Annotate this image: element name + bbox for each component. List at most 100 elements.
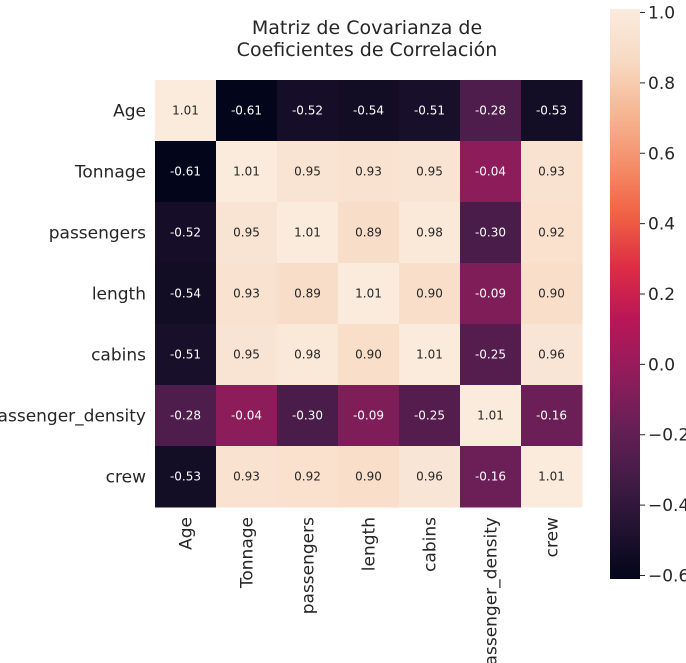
row-label: passengers [49,224,146,244]
heatmap-cell [155,446,217,508]
heatmap-cell [521,324,583,386]
heatmap-cell [277,446,339,508]
heatmap-cell [521,202,583,264]
cell-value-label: -0.52 [170,226,201,240]
colorbar: 1.0 0.8 0.6 0.4 0.2 0.0 −0.2 −0.4 −0.6 [610,4,686,586]
cell-value-label: 1.01 [355,287,382,301]
cell-value-label: 0.95 [294,165,321,179]
row-labels: Age Tonnage passengers length cabins passenge… [0,102,146,488]
heatmap-cell [399,80,461,142]
heatmap-cell [338,446,400,508]
heatmap-cell [460,385,522,447]
cell-value-label: 0.98 [294,348,321,362]
colorbar-tick-label: 0.8 [648,74,675,94]
cell-value-label: -0.04 [231,409,262,423]
cell-value-label: -0.04 [475,165,506,179]
cell-value-label: 0.89 [294,287,321,301]
column-label: Age [177,517,197,550]
column-label: crew [543,517,563,557]
cell-value-label: -0.09 [475,287,506,301]
heatmap-cell [460,263,522,325]
heatmap-cell [521,263,583,325]
heatmap-cell [399,263,461,325]
heatmap-cell [399,385,461,447]
cell-value-label: -0.61 [231,104,262,118]
cell-value-label: -0.16 [536,409,567,423]
heatmap-cell [521,446,583,508]
cell-value-label: 1.01 [294,226,321,240]
row-label: Age [113,102,146,122]
heatmap-cell [399,324,461,386]
colorbar-gradient [610,9,640,579]
cell-value-label: -0.16 [475,470,506,484]
cell-value-label: 0.96 [416,470,443,484]
colorbar-tick-label: 0.6 [648,144,675,164]
cell-value-label: 0.90 [538,287,565,301]
column-label: passengers [299,517,319,614]
heatmap-cell [338,80,400,142]
heatmap-cell [338,324,400,386]
heatmap-cell [216,324,278,386]
cell-value-label: 0.93 [233,470,260,484]
cell-value-label: -0.54 [353,104,384,118]
chart-title-line-2: Coeficientes de Correlación [237,39,498,61]
column-label: length [360,517,380,571]
cell-value-label: -0.53 [536,104,567,118]
heatmap-cell [277,385,339,447]
colorbar-tick-label: −0.4 [648,496,686,516]
heatmap-cell [399,202,461,264]
cell-value-label: 0.93 [538,165,565,179]
cell-value-label: -0.25 [414,409,445,423]
heatmap-cell [460,202,522,264]
heatmap-cell [155,263,217,325]
row-label: cabins [91,346,146,366]
cell-value-label: -0.25 [475,348,506,362]
heatmap-cell [277,80,339,142]
heatmap-cell [216,263,278,325]
cell-value-label: -0.30 [475,226,506,240]
heatmap-cell [521,385,583,447]
row-label: crew [106,468,146,488]
colorbar-tick-label: 0.2 [648,285,675,305]
cell-value-label: -0.51 [414,104,445,118]
cell-value-label: -0.51 [170,348,201,362]
heatmap-cell [216,385,278,447]
heatmap-cell [399,141,461,203]
heatmap-cell [155,202,217,264]
cell-value-label: 0.95 [416,165,443,179]
cell-value-label: 0.93 [355,165,382,179]
cell-value-label: -0.09 [353,409,384,423]
cell-value-label: 1.01 [416,348,443,362]
heatmap-cell [155,385,217,447]
colorbar-tick-label: 0.0 [648,355,675,375]
cell-value-label: 1.01 [233,165,260,179]
cell-value-label: 1.01 [172,104,199,118]
heatmap-cell [460,324,522,386]
column-label: cabins [421,517,441,572]
heatmap-cell [399,446,461,508]
heatmap-cell [521,80,583,142]
cell-value-label: -0.61 [170,165,201,179]
colorbar-tick-label: 1.0 [648,4,675,24]
cell-value-label: 0.96 [538,348,565,362]
heatmap-cell [216,141,278,203]
cell-value-label: -0.28 [170,409,201,423]
heatmap-cell [216,80,278,142]
cell-value-label: -0.28 [475,104,506,118]
heatmap-cell [338,141,400,203]
column-label: Tonnage [238,517,258,589]
heatmap-cell [338,202,400,264]
cell-value-label: 0.90 [416,287,443,301]
heatmap-cell [216,446,278,508]
colorbar-tick-label: 0.4 [648,215,675,235]
cell-value-label: 1.01 [538,470,565,484]
cell-value-label: 0.95 [233,348,260,362]
heatmap-cell [521,141,583,203]
heatmap-cell [460,446,522,508]
heatmap-cell [155,80,217,142]
heatmap-cell [155,141,217,203]
cell-value-label: 0.89 [355,226,382,240]
heatmap-cell [338,263,400,325]
cell-value-label: 0.92 [294,470,321,484]
